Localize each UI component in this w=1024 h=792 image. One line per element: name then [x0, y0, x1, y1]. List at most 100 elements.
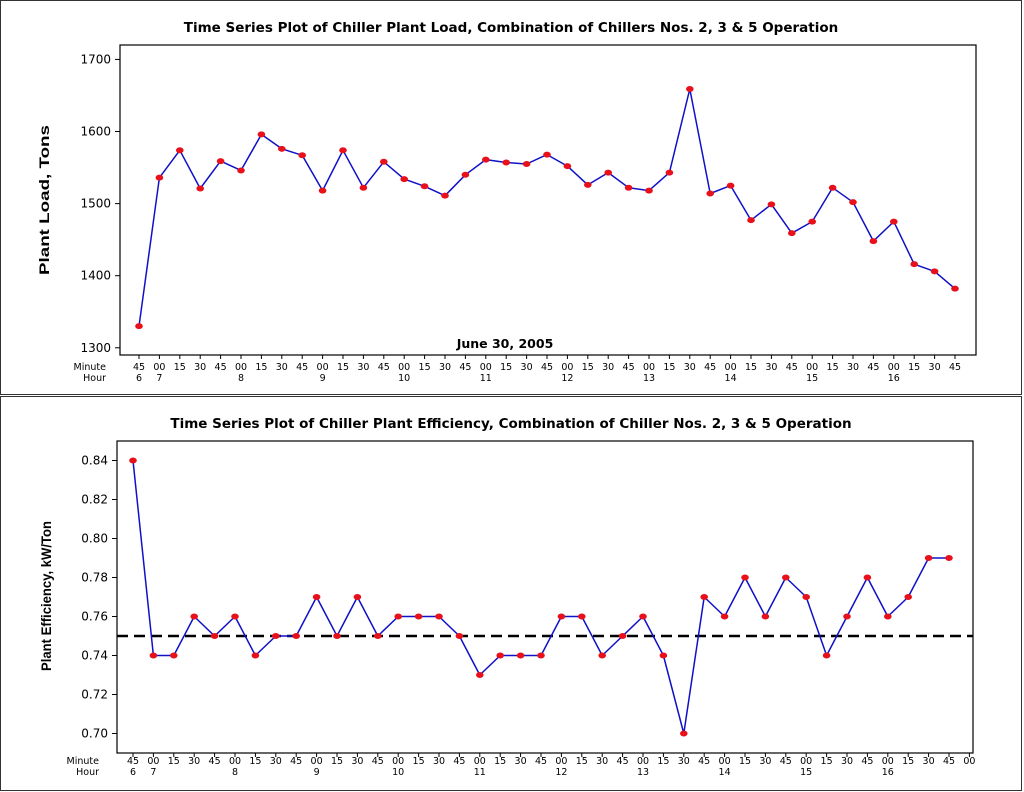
x-minute-label: 45 [541, 362, 553, 373]
y-tick-label: 1400 [80, 269, 111, 283]
y-tick-label: 1700 [80, 52, 111, 66]
data-point [665, 169, 674, 176]
y-tick-label: 1500 [80, 197, 111, 211]
x-minute-label: 15 [576, 756, 588, 767]
series-line [138, 88, 956, 327]
y-tick-label: 0.80 [81, 532, 108, 546]
x-hour-label: 12 [555, 767, 567, 778]
plot-frame [116, 440, 974, 754]
data-point [843, 613, 851, 620]
x-minute-label: 15 [255, 362, 267, 373]
y-tick-label: 0.70 [81, 727, 108, 741]
x-minute-label: 15 [902, 756, 914, 767]
x-minute-label: 15 [745, 362, 757, 373]
data-point [598, 652, 606, 659]
data-point [333, 633, 341, 639]
x-minute-label: 30 [602, 362, 614, 373]
x-minute-label: 15 [500, 362, 512, 373]
chart-title: Time Series Plot of Chiller Plant Effici… [170, 416, 851, 432]
x-minute-label: 45 [453, 756, 465, 767]
data-point [374, 633, 382, 639]
x-minute-label: 30 [351, 756, 363, 767]
data-point [930, 268, 939, 275]
x-minute-label: 00 [317, 362, 329, 373]
data-point [441, 192, 449, 199]
data-point [767, 201, 776, 208]
x-hour-label: 9 [320, 373, 326, 384]
x-minute-label: 30 [759, 756, 771, 767]
x-minute-label: 15 [582, 362, 594, 373]
x-minute-label: 00 [235, 362, 247, 373]
x-minute-label: 15 [908, 362, 920, 373]
x-minute-label: 45 [943, 756, 955, 767]
data-point [700, 594, 708, 600]
data-point [720, 613, 729, 620]
x-minute-label: 45 [704, 362, 716, 373]
data-point [645, 187, 653, 194]
data-point [884, 613, 892, 620]
data-point [216, 158, 225, 165]
x-minute-label: 15 [337, 362, 349, 373]
x-minute-label: 45 [296, 362, 308, 373]
x-minute-label: 45 [459, 362, 471, 373]
x-minute-label: 45 [378, 362, 390, 373]
x-minute-label: 30 [188, 756, 200, 767]
x-row-name-minute: Minute [74, 362, 107, 373]
x-minute-label: 30 [765, 362, 777, 373]
y-tick-label: 0.82 [81, 493, 108, 507]
data-point [129, 457, 137, 464]
x-minute-label: 30 [521, 362, 533, 373]
data-point [476, 672, 484, 678]
data-point [482, 156, 490, 163]
x-minute-label: 15 [739, 756, 751, 767]
x-row-name-hour: Hour [76, 767, 99, 778]
data-point [924, 555, 933, 561]
data-point [761, 613, 770, 620]
x-minute-label: 00 [725, 362, 737, 373]
x-minute-label: 45 [780, 756, 792, 767]
x-minute-label: 45 [127, 756, 139, 767]
data-point [400, 176, 409, 183]
data-point [788, 230, 796, 237]
x-minute-label: 30 [923, 756, 935, 767]
data-point [196, 185, 204, 192]
data-point [394, 613, 403, 620]
x-minute-label: 15 [821, 756, 833, 767]
x-hour-label: 13 [643, 373, 655, 384]
data-point [353, 594, 362, 600]
data-point [910, 261, 918, 268]
data-point [318, 187, 327, 194]
x-minute-label: 15 [249, 756, 261, 767]
data-point [155, 174, 164, 181]
data-point [292, 633, 301, 639]
data-point [890, 218, 898, 225]
x-hour-label: 15 [806, 373, 818, 384]
data-point [522, 160, 531, 167]
x-minute-label: 45 [861, 756, 873, 767]
x-minute-label: 00 [311, 756, 323, 767]
data-point [496, 652, 505, 659]
data-point [951, 285, 959, 292]
data-point [312, 594, 321, 600]
data-point [782, 574, 790, 581]
x-minute-label: 15 [657, 756, 669, 767]
data-point [680, 730, 688, 737]
x-minute-label: 00 [229, 756, 241, 767]
load-chart-panel: Time Series Plot of Chiller Plant Load, … [0, 0, 1022, 395]
x-hour-label: 10 [398, 373, 410, 384]
x-minute-label: 30 [439, 362, 451, 373]
data-point [359, 184, 368, 191]
x-minute-label: 00 [147, 756, 159, 767]
x-minute-label: 30 [847, 362, 859, 373]
x-minute-label: 15 [413, 756, 425, 767]
x-minute-label: 30 [596, 756, 608, 767]
x-minute-label: 00 [882, 756, 894, 767]
data-point [578, 613, 586, 620]
data-point [686, 85, 694, 92]
x-hour-label: 11 [474, 767, 486, 778]
x-minute-label: 15 [663, 362, 675, 373]
data-point [170, 652, 178, 659]
x-minute-label: 30 [194, 362, 206, 373]
data-point [278, 145, 286, 152]
x-minute-label: 00 [153, 362, 165, 373]
